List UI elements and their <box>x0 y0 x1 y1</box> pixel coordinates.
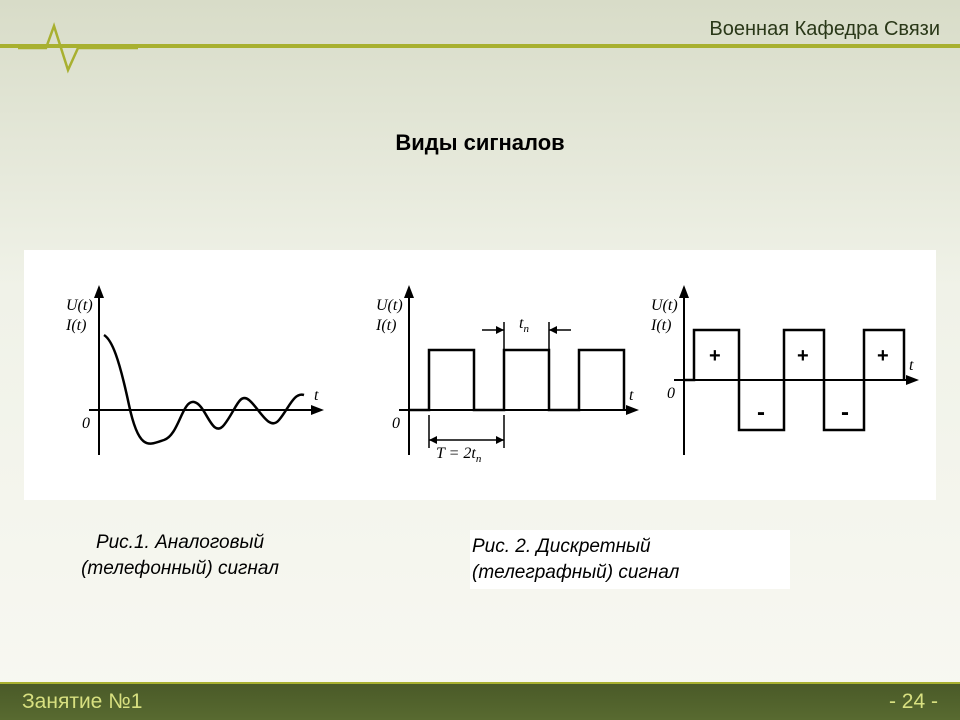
svg-text:T = 2tп: T = 2tп <box>436 445 482 465</box>
heartbeat-icon <box>18 18 138 78</box>
page-title: Виды сигналов <box>0 130 960 156</box>
svg-text:t: t <box>909 357 914 374</box>
analog-waveform <box>104 335 304 444</box>
svg-text:-: - <box>841 399 849 426</box>
svg-text:U(t): U(t) <box>651 297 678 314</box>
footer-left-text: Занятие №1 <box>22 690 142 714</box>
svg-text:+: + <box>797 345 809 367</box>
footer-bar: Занятие №1 - 24 - <box>0 682 960 720</box>
header-band: Военная Кафедра Связи <box>0 0 960 68</box>
svg-text:U(t): U(t) <box>376 297 403 314</box>
svg-text:U(t): U(t) <box>66 297 93 314</box>
header-title: Военная Кафедра Связи <box>709 18 940 41</box>
svg-text:I(t): I(t) <box>65 317 86 334</box>
caption-fig1: Рис.1. Аналоговый (телефонный) сигнал <box>60 530 300 581</box>
svg-text:t: t <box>629 387 634 404</box>
svg-text:I(t): I(t) <box>375 317 396 334</box>
svg-text:0: 0 <box>392 415 400 432</box>
analog-signal-chart: U(t) I(t) t 0 <box>65 285 324 455</box>
svg-text:0: 0 <box>667 385 675 402</box>
svg-text:t: t <box>314 387 319 404</box>
digital-bipolar-chart: U(t) I(t) t 0 + + + - - <box>650 285 919 455</box>
svg-text:+: + <box>709 345 721 367</box>
footer-page-number: - 24 - <box>889 690 938 714</box>
svg-text:-: - <box>757 399 765 426</box>
svg-text:0: 0 <box>82 415 90 432</box>
svg-text:I(t): I(t) <box>650 317 671 334</box>
svg-text:tп: tп <box>519 315 529 335</box>
caption-fig2: Рис. 2. Дискретный (телеграфный) сигнал <box>470 530 790 589</box>
svg-text:+: + <box>877 345 889 367</box>
figure-area: U(t) I(t) t 0 U(t) I(t) t 0 tп <box>24 250 936 500</box>
digital-unipolar-chart: U(t) I(t) t 0 tп T = 2tп <box>375 285 639 465</box>
header-accent-lines <box>0 44 960 48</box>
